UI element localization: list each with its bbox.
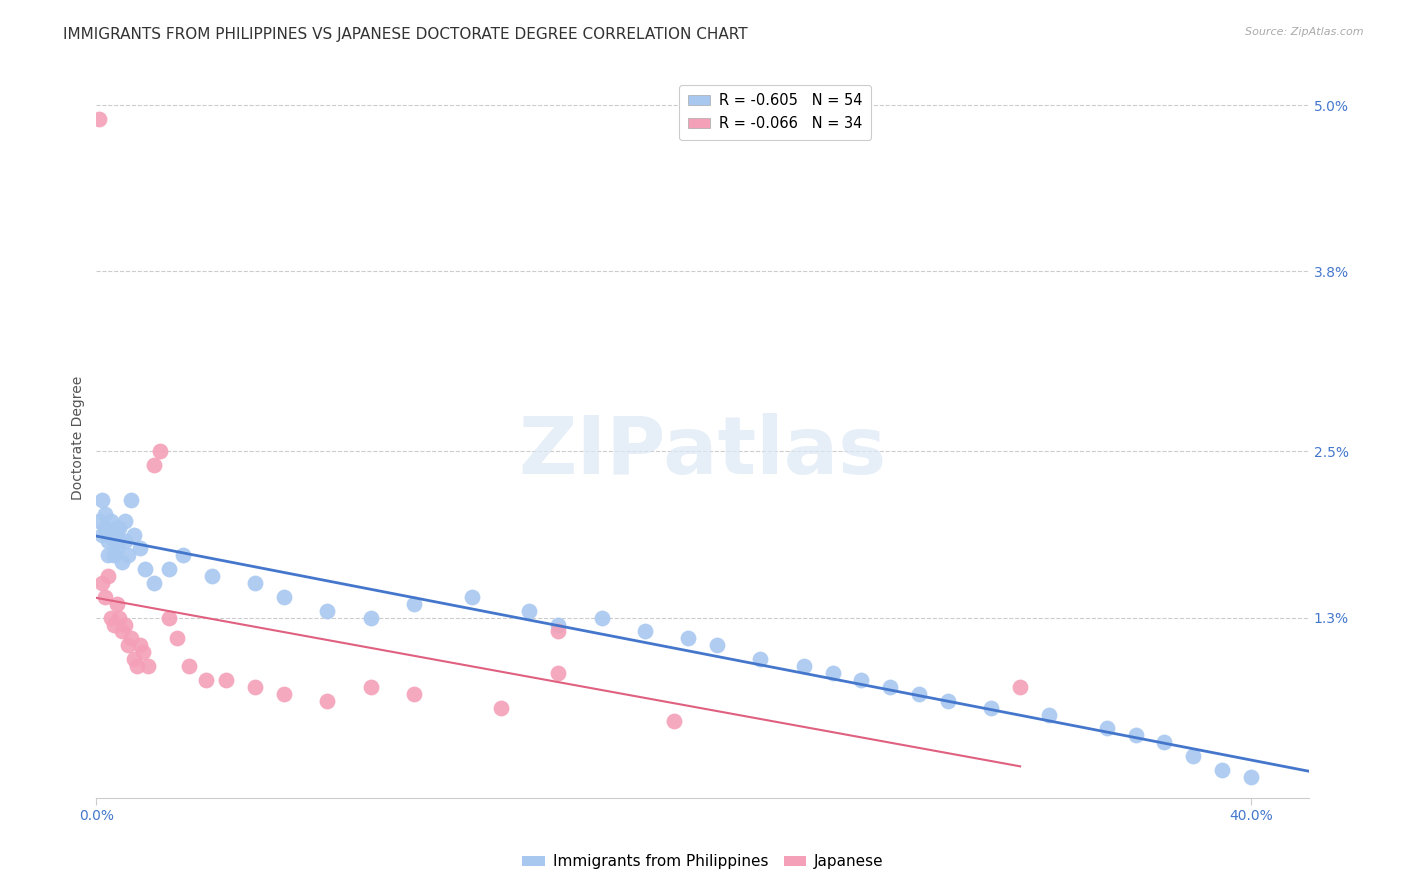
- Point: [97, 549, 120, 563]
- Point: [125, 659, 148, 673]
- Point: [89, 112, 111, 126]
- Point: [676, 632, 699, 646]
- Text: ZIPatlas: ZIPatlas: [519, 413, 887, 491]
- Point: [316, 604, 339, 618]
- Point: [1211, 763, 1233, 777]
- Point: [243, 680, 266, 694]
- Point: [117, 638, 139, 652]
- Point: [103, 534, 125, 549]
- Point: [851, 673, 873, 687]
- Point: [111, 555, 134, 569]
- Y-axis label: Doctorate Degree: Doctorate Degree: [72, 376, 86, 500]
- Point: [547, 624, 569, 639]
- Point: [120, 632, 142, 646]
- Point: [662, 714, 685, 729]
- Point: [89, 514, 111, 528]
- Point: [360, 610, 382, 624]
- Point: [108, 610, 131, 624]
- Point: [100, 514, 122, 528]
- Point: [94, 520, 117, 534]
- Legend: Immigrants from Philippines, Japanese: Immigrants from Philippines, Japanese: [516, 848, 890, 875]
- Text: Source: ZipAtlas.com: Source: ZipAtlas.com: [1246, 27, 1364, 37]
- Legend: R = -0.605   N = 54, R = -0.066   N = 34: R = -0.605 N = 54, R = -0.066 N = 34: [679, 85, 872, 139]
- Point: [273, 590, 295, 604]
- Point: [143, 458, 166, 473]
- Point: [195, 673, 218, 687]
- Point: [908, 687, 931, 701]
- Point: [821, 666, 844, 681]
- Point: [108, 534, 131, 549]
- Point: [172, 549, 194, 563]
- Point: [936, 694, 959, 708]
- Point: [128, 541, 150, 556]
- Point: [114, 534, 136, 549]
- Point: [136, 659, 159, 673]
- Point: [201, 569, 224, 583]
- Point: [108, 520, 131, 534]
- Point: [177, 659, 200, 673]
- Point: [273, 687, 295, 701]
- Point: [1038, 707, 1060, 722]
- Point: [97, 569, 120, 583]
- Point: [1125, 728, 1147, 742]
- Point: [402, 687, 425, 701]
- Point: [519, 604, 541, 618]
- Point: [1153, 735, 1175, 749]
- Point: [91, 492, 114, 507]
- Point: [360, 680, 382, 694]
- Point: [131, 645, 153, 659]
- Point: [100, 527, 122, 541]
- Point: [103, 549, 125, 563]
- Point: [122, 527, 145, 541]
- Point: [1182, 749, 1205, 764]
- Point: [91, 527, 114, 541]
- Point: [128, 638, 150, 652]
- Point: [1240, 770, 1263, 784]
- Point: [402, 597, 425, 611]
- Point: [105, 541, 128, 556]
- Point: [143, 576, 166, 591]
- Point: [120, 492, 142, 507]
- Point: [97, 534, 120, 549]
- Point: [91, 576, 114, 591]
- Point: [316, 694, 339, 708]
- Point: [547, 666, 569, 681]
- Point: [105, 597, 128, 611]
- Point: [243, 576, 266, 591]
- Point: [547, 617, 569, 632]
- Point: [1010, 680, 1032, 694]
- Point: [591, 610, 613, 624]
- Point: [114, 514, 136, 528]
- Point: [460, 590, 482, 604]
- Text: IMMIGRANTS FROM PHILIPPINES VS JAPANESE DOCTORATE DEGREE CORRELATION CHART: IMMIGRANTS FROM PHILIPPINES VS JAPANESE …: [63, 27, 748, 42]
- Point: [100, 610, 122, 624]
- Point: [489, 700, 512, 714]
- Point: [980, 700, 1002, 714]
- Point: [94, 507, 117, 521]
- Point: [1095, 722, 1118, 736]
- Point: [134, 562, 156, 576]
- Point: [149, 444, 172, 458]
- Point: [111, 624, 134, 639]
- Point: [215, 673, 238, 687]
- Point: [166, 632, 188, 646]
- Point: [634, 624, 657, 639]
- Point: [157, 562, 180, 576]
- Point: [749, 652, 772, 666]
- Point: [793, 659, 815, 673]
- Point: [706, 638, 728, 652]
- Point: [157, 610, 180, 624]
- Point: [122, 652, 145, 666]
- Point: [114, 617, 136, 632]
- Point: [94, 590, 117, 604]
- Point: [879, 680, 901, 694]
- Point: [105, 520, 128, 534]
- Point: [103, 617, 125, 632]
- Point: [117, 549, 139, 563]
